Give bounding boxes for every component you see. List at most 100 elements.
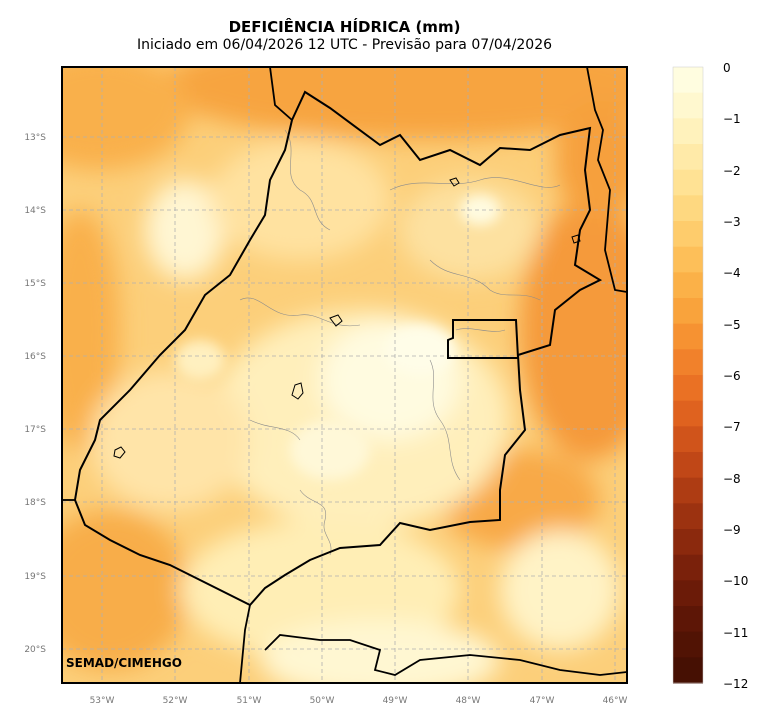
colorbar: 0 −1 −2 −3 −4 −5 −6 −7 −8 −9 −10 −11 −12 [672,61,748,691]
colorbar-label-7: −7 [723,420,741,434]
contour-6 [299,489,332,556]
colorbar-label-4: −4 [723,266,741,280]
field-patch-pale-se [500,530,620,650]
colorbar-label-3: −3 [723,215,741,229]
colorbar-border [672,66,704,684]
colorbar-labels: 0 −1 −2 −3 −4 −5 −6 −7 −8 −9 −10 −11 −12 [723,61,748,691]
terrain-contours [239,129,561,556]
field-patch-light-north [210,140,390,260]
colorbar-label-5: −5 [723,318,741,332]
contour-3 [389,177,561,191]
contour-5 [429,359,461,481]
neighbor-boundary-south [239,604,627,683]
colorbar-label-10: −10 [723,574,748,588]
colorbar-swatch [673,452,703,479]
colorbar-swatch [673,118,703,145]
contour-8 [455,328,506,332]
colorbar-swatch [673,272,703,299]
colorbar-swatch [673,349,703,376]
contour-7 [249,419,301,441]
small-water-bodies [113,177,581,459]
field-patch-pale-south2 [260,620,500,683]
lon-label-48: 48°W [456,696,481,706]
lon-label-51: 51°W [237,696,262,706]
colorbar-swatch [673,554,703,581]
map-border [61,66,628,684]
lake-4 [449,177,460,187]
lat-label-20: 20°S [24,645,46,655]
field-patch-west [62,210,120,450]
field-patch-light-ne [400,180,540,280]
colorbar-swatch [673,375,703,402]
colorbar-swatch [673,400,703,427]
colorbar-swatch [673,298,703,325]
colorbar-swatch [673,580,703,607]
field-patch-light-west [90,370,250,510]
field-patch-east [520,200,627,460]
colorbar-swatch [673,323,703,350]
colorbar-label-12: −12 [723,677,748,691]
colorbar-swatch [673,631,703,658]
lake-2 [291,382,304,400]
lake-3 [113,446,126,459]
lon-label-49: 49°W [383,696,408,706]
map-subtitle: Iniciado em 06/04/2026 12 UTC - Previsão… [136,37,553,53]
colorbar-swatch [673,67,703,94]
field-patch-east2 [555,100,627,220]
lat-label-16: 16°S [24,352,46,362]
lat-label-17: 17°S [24,425,46,435]
field-speck-3 [175,340,225,380]
field-patch-north [160,67,627,140]
lon-label-47: 47°W [530,696,555,706]
field-patch-northwest [62,67,190,170]
colorbar-swatch [673,503,703,530]
lon-label-52: 52°W [163,696,188,706]
lon-label-46: 46°W [603,696,628,706]
colorbar-swatch [673,657,703,684]
state-boundary-goias [73,90,603,607]
colorbar-swatch [673,246,703,273]
field-patch-pale-nw [145,180,225,280]
colorbar-swatch [673,606,703,633]
field-speck-4 [460,195,500,225]
contour-4 [429,259,541,301]
lake-1 [329,314,343,327]
contour-2 [239,297,361,327]
lat-label-19: 19°S [24,572,46,582]
deficit-field: SEMAD/CIMEHGO [62,67,627,683]
lake-5 [571,234,581,244]
lon-label-53: 53°W [90,696,115,706]
lon-label-50: 50°W [310,696,335,706]
credit-label: SEMAD/CIMEHGO [66,656,182,670]
lat-label-14: 14°S [24,206,46,216]
longitude-axis: 53°W 52°W 51°W 50°W 49°W 48°W 47°W 46°W [90,696,628,706]
colorbar-swatch [673,169,703,196]
colorbar-label-9: −9 [723,523,741,537]
latitude-axis: 13°S 14°S 15°S 16°S 17°S 18°S 19°S 20°S [24,133,46,655]
colorbar-label-11: −11 [723,626,748,640]
colorbar-swatch [673,529,703,556]
colorbar-label-0: 0 [723,61,731,75]
colorbar-label-1: −1 [723,112,741,126]
colorbar-swatches [673,67,703,684]
field-speck-2 [290,420,370,480]
map-title: DEFICIÊNCIA HÍDRICA (mm) [228,18,461,36]
colorbar-label-8: −8 [723,472,741,486]
lat-label-18: 18°S [24,498,46,508]
colorbar-swatch [673,92,703,119]
lat-label-13: 13°S [24,133,46,143]
colorbar-swatch [673,426,703,453]
neighbor-boundary-north [269,67,293,121]
colorbar-label-2: −2 [723,164,741,178]
field-patch-southwest [62,510,190,670]
colorbar-swatch [673,195,703,222]
field-speck-1 [385,325,455,375]
colorbar-swatch [673,477,703,504]
lat-label-15: 15°S [24,279,46,289]
colorbar-swatch [673,221,703,248]
colorbar-swatch [673,144,703,171]
neighbor-boundary-east [586,67,627,293]
federal-district-boundary [447,319,520,359]
colorbar-label-6: −6 [723,369,741,383]
